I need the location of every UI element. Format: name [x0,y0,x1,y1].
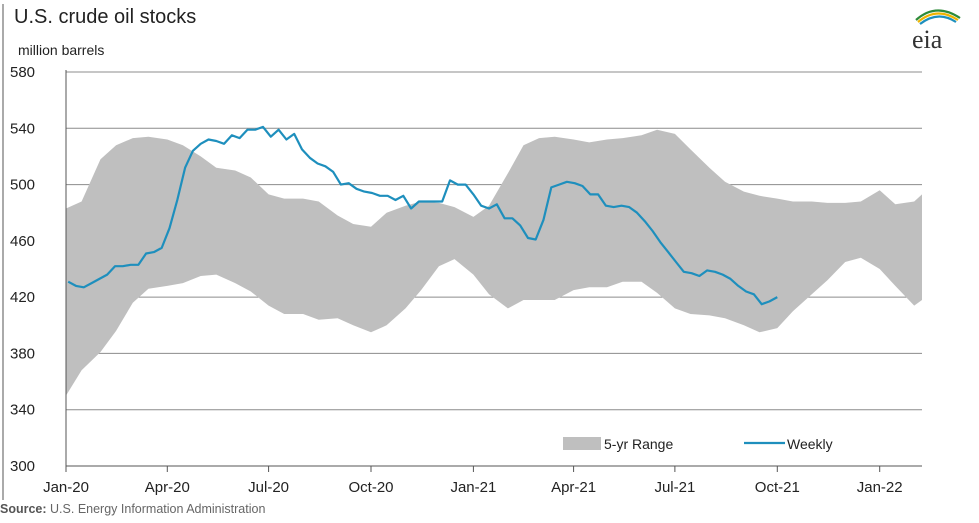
x-tick-label: Jul-20 [248,479,289,496]
y-axis-unit-label: million barrels [18,42,105,58]
legend: 5-yr Range Weekly [563,436,833,452]
x-tick-label: Apr-20 [145,479,190,496]
logo-text: eia [912,25,943,54]
x-tick-label: Apr-21 [551,479,596,496]
x-tick-label: Oct-20 [348,479,393,496]
legend-swatch-5yr-range [563,437,601,450]
y-tick-label: 500 [10,177,35,194]
source-label: Source: [0,502,47,516]
weekly-line [67,125,778,306]
y-tick-label: 380 [10,345,35,362]
y-tick-label: 580 [10,64,35,81]
x-tick-label: Jan-22 [857,479,903,496]
x-axis-ticks: Jan-20 Apr-20 Jul-20 Oct-20 Jan-21 Apr-21 Jul-… [43,466,903,496]
y-tick-label: 420 [10,289,35,306]
x-tick-label: Jul-21 [654,479,695,496]
y-tick-label: 460 [10,233,35,250]
x-tick-label: Oct-21 [755,479,800,496]
y-tick-label: 300 [10,458,35,475]
range-band-layer [66,129,922,396]
legend-label-5yr-range: 5-yr Range [604,436,673,452]
source-text: U.S. Energy Information Administration [50,502,266,516]
weekly-line-layer [67,125,778,306]
axes [2,4,922,500]
y-tick-label: 540 [10,120,35,137]
x-tick-label: Jan-20 [43,479,89,496]
legend-label-weekly: Weekly [787,436,833,452]
y-axis-ticks: 300 340 380 420 460 500 540 580 [10,64,35,475]
y-tick-label: 340 [10,402,35,419]
x-tick-label: Jan-21 [450,479,496,496]
chart-title: U.S. crude oil stocks [14,6,197,28]
source-note: Source: U.S. Energy Information Administ… [0,502,265,516]
eia-logo: eia [906,4,968,54]
range-band-5yr [66,129,922,396]
